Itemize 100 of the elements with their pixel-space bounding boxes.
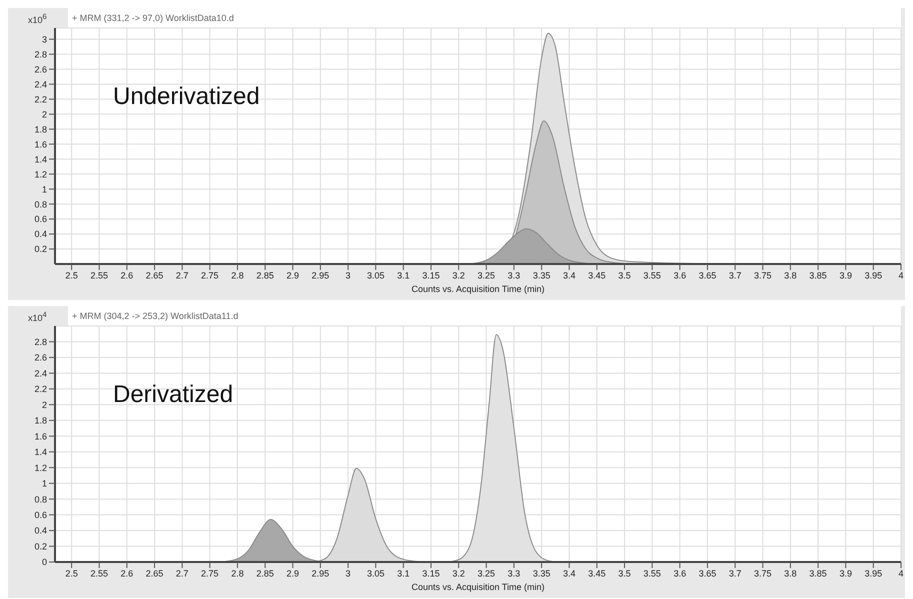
x-tick-label: 2.8 [231, 568, 244, 578]
x-tick-label: 3.5 [618, 568, 631, 578]
x-tick-label: 3.15 [422, 270, 440, 280]
x-tick-label: 3.1 [397, 568, 410, 578]
y-tick-label: 0.2 [34, 244, 47, 254]
y-tick-label: 1 [42, 478, 47, 489]
y-tick-label: 0.4 [34, 526, 47, 536]
x-tick-label: 3.45 [588, 270, 606, 280]
x-tick-label: 4 [898, 568, 904, 578]
annotation: Underivatized [113, 83, 260, 111]
x-tick-label: 3.65 [698, 568, 716, 578]
x-tick-label: 3.6 [674, 270, 686, 280]
x-tick-label: 3.7 [728, 568, 742, 578]
x-tick-label: 2.55 [90, 568, 108, 578]
x-tick-label: 3.15 [422, 568, 440, 578]
x-tick-label: 3.75 [754, 270, 772, 280]
x-tick-label: 3.2 [452, 568, 465, 578]
y-tick-label: 2.2 [34, 94, 47, 104]
y-tick-label: 1.4 [34, 154, 47, 164]
y-tick-label: 0.2 [34, 541, 47, 552]
x-axis-title: Counts vs. Acquisition Time (min) [411, 284, 545, 294]
annotation: Derivatized [113, 381, 234, 409]
x-tick-label: 2.75 [201, 568, 219, 578]
x-tick-label: 3.05 [366, 568, 384, 578]
x-tick-label: 2.95 [312, 270, 330, 280]
x-tick-label: 3.5 [618, 270, 631, 280]
x-tick-label: 3.4 [562, 568, 576, 578]
x-tick-label: 3 [346, 270, 351, 280]
y-tick-label: 2.6 [34, 352, 47, 363]
x-tick-label: 3.8 [784, 568, 797, 578]
y-tick-label: 0.4 [34, 229, 47, 240]
x-tick-label: 3.95 [864, 568, 882, 578]
y-axis-title: x10$^{4}$ [28, 310, 47, 323]
x-tick-label: 3.9 [839, 568, 852, 578]
x-tick-label: 2.9 [286, 270, 300, 280]
x-tick-label: 3.4 [562, 270, 576, 280]
y-tick-label: 0.6 [34, 510, 47, 520]
y-tick-label: 2.8 [34, 49, 47, 60]
y-tick-label: 1.6 [34, 139, 47, 150]
x-tick-label: 2.75 [201, 270, 219, 280]
x-tick-label: 2.5 [65, 568, 78, 578]
x-tick-label: 3.65 [698, 270, 716, 280]
x-tick-label: 2.5 [65, 270, 78, 280]
chart-subtitle: + MRM (304,2 -> 253,2) WorklistData11.d [72, 311, 238, 321]
x-tick-label: 2.6 [120, 568, 134, 578]
x-tick-label: 3.55 [643, 568, 661, 578]
x-tick-label: 2.95 [312, 568, 330, 578]
x-tick-label: 4 [898, 270, 904, 280]
x-tick-label: 2.65 [146, 568, 164, 578]
y-tick-label: 2 [42, 400, 47, 410]
y-tick-label: 0.8 [34, 199, 47, 210]
x-tick-label: 3.35 [532, 270, 550, 280]
x-tick-label: 3.8 [784, 270, 797, 280]
x-tick-label: 3.1 [397, 270, 410, 280]
x-tick-label: 3.2 [452, 270, 465, 280]
y-tick-label: 0 [42, 557, 47, 568]
x-tick-label: 3 [346, 568, 351, 578]
x-tick-label: 3.35 [532, 568, 550, 578]
x-tick-label: 2.6 [120, 270, 134, 280]
x-tick-label: 3.95 [864, 270, 882, 280]
x-tick-label: 3.25 [478, 270, 496, 280]
x-tick-label: 3.25 [478, 568, 496, 578]
x-tick-label: 2.55 [90, 270, 108, 280]
chart-subtitle: + MRM (331,2 -> 97,0) WorklistData10.d [72, 13, 234, 23]
y-tick-label: 2 [42, 109, 47, 120]
x-tick-label: 3.05 [366, 270, 384, 280]
x-tick-label: 2.9 [286, 568, 300, 578]
x-axis-title: Counts vs. Acquisition Time (min) [411, 582, 545, 592]
x-tick-label: 2.7 [176, 270, 188, 280]
x-tick-label: 3.85 [809, 568, 827, 578]
y-axis-title: x10$^{6}$ [28, 12, 47, 25]
y-tick-label: 1.6 [34, 431, 47, 442]
x-tick-label: 2.7 [176, 568, 188, 578]
y-tick-label: 3 [42, 34, 47, 44]
y-tick-label: 2.4 [34, 368, 47, 378]
x-tick-label: 3.85 [809, 270, 827, 280]
y-tick-label: 1.8 [34, 124, 47, 134]
x-tick-label: 3.3 [508, 568, 520, 578]
y-tick-label: 0.8 [34, 494, 47, 504]
y-tick-label: 2.8 [34, 336, 47, 347]
y-tick-label: 1.4 [34, 447, 47, 458]
x-tick-label: 3.7 [728, 270, 742, 280]
x-tick-label: 2.85 [256, 270, 274, 280]
y-tick-label: 2.6 [34, 64, 47, 74]
y-tick-label: 1.2 [34, 462, 47, 473]
y-tick-label: 0.6 [34, 214, 47, 224]
y-tick-label: 2.2 [34, 384, 47, 394]
y-tick-label: 1 [42, 184, 47, 194]
x-tick-label: 3.3 [508, 270, 520, 280]
y-tick-label: 1.8 [34, 416, 47, 426]
x-tick-label: 3.45 [588, 568, 606, 578]
x-tick-label: 3.55 [643, 270, 661, 280]
y-tick-label: 1.2 [34, 169, 47, 180]
x-tick-label: 2.65 [146, 270, 164, 280]
x-tick-label: 3.9 [839, 270, 852, 280]
x-tick-label: 3.75 [754, 568, 772, 578]
x-tick-label: 2.85 [256, 568, 274, 578]
x-tick-label: 2.8 [231, 270, 244, 280]
x-tick-label: 3.6 [674, 568, 686, 578]
y-tick-label: 2.4 [34, 79, 47, 90]
